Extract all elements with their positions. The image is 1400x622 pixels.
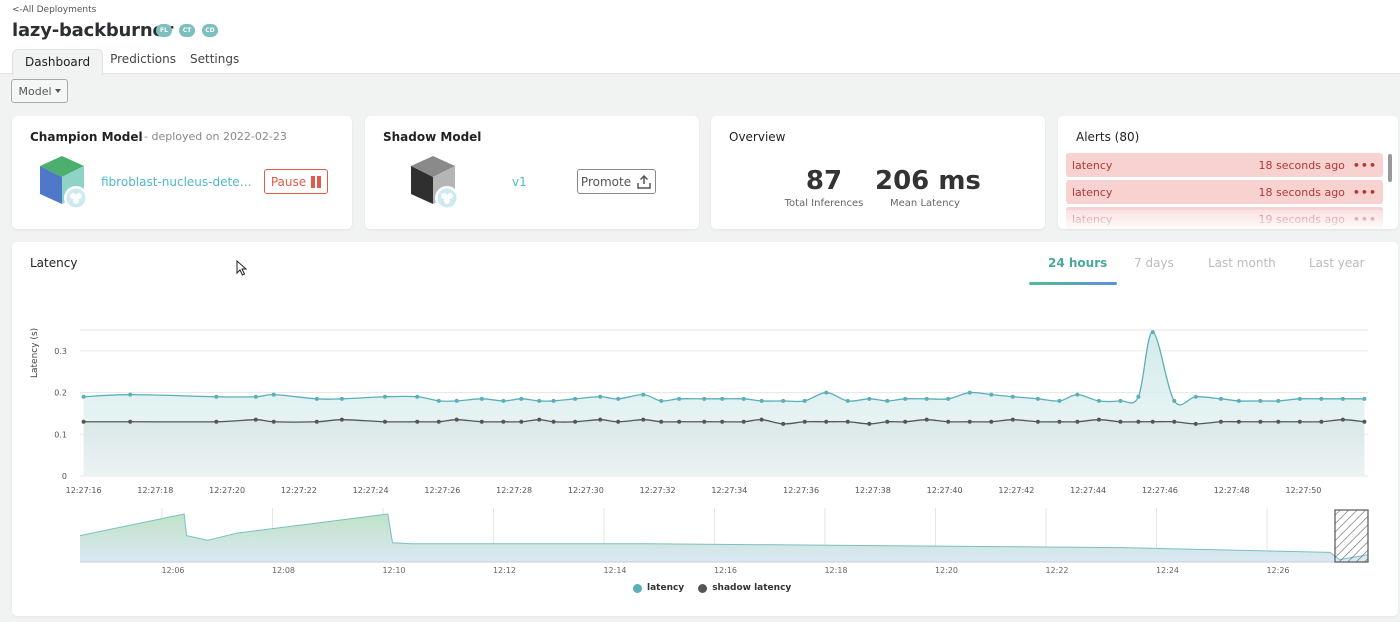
- promote-label: Promote: [580, 174, 632, 189]
- tab-dashboard[interactable]: Dashboard: [12, 49, 104, 75]
- champion-model-title: Champion Model: [30, 130, 143, 144]
- alert-time: 18 seconds ago: [1258, 158, 1345, 172]
- pause-label: Pause: [270, 174, 307, 189]
- overview-card: Overview 87 Total Inferences 206 ms Mean…: [711, 116, 1045, 229]
- shadow-model-card: Shadow Model v1 Promote: [365, 116, 699, 229]
- pause-icon: [311, 175, 322, 188]
- model-dropdown-label: Model: [18, 84, 52, 98]
- more-options-icon[interactable]: •••: [1352, 158, 1377, 172]
- legend-latency-dot: [633, 583, 642, 593]
- total-inferences-value: 87: [805, 166, 843, 196]
- legend-latency[interactable]: latency: [633, 583, 684, 593]
- mouse-pointer-icon: [236, 260, 248, 276]
- alert-item[interactable]: latency 18 seconds ago •••: [1066, 180, 1383, 204]
- model-dropdown[interactable]: Model: [11, 79, 68, 103]
- legend-shadow-label: shadow latency: [712, 583, 792, 593]
- mean-latency-value: 206 ms: [875, 166, 981, 196]
- shadow-version-link[interactable]: v1: [512, 175, 527, 189]
- mean-latency-label: Mean Latency: [890, 198, 960, 209]
- range-tab-24-hours[interactable]: 24 hours: [1048, 256, 1108, 270]
- page-header: <-All Deployments lazy-backburner FL CT …: [0, 0, 1400, 75]
- range-tab-7-days[interactable]: 7 days: [1134, 256, 1174, 270]
- legend-shadow-dot: [698, 583, 708, 593]
- range-tab-last-year[interactable]: Last year: [1309, 256, 1365, 270]
- model-cube-icon: [38, 156, 90, 212]
- more-options-icon[interactable]: •••: [1352, 212, 1377, 226]
- more-options-icon[interactable]: •••: [1352, 185, 1377, 199]
- latency-panel: Latency 24 hours 7 days Last month Last …: [12, 242, 1398, 616]
- chart-legend: latency shadow latency: [633, 583, 791, 593]
- deployment-tabs: Dashboard Predictions Settings: [12, 48, 246, 75]
- alert-type: latency: [1072, 158, 1113, 172]
- y-axis-label: Latency (s): [30, 327, 40, 378]
- shadow-model-cube-icon: [409, 156, 461, 212]
- tab-settings[interactable]: Settings: [189, 52, 240, 66]
- alert-type: latency: [1072, 185, 1113, 199]
- alerts-scrollbar[interactable]: [1388, 154, 1392, 182]
- overview-title: Overview: [729, 130, 786, 144]
- alert-time: 18 seconds ago: [1258, 185, 1345, 199]
- champion-model-card: Champion Model - deployed on 2022-02-23 …: [12, 116, 352, 229]
- alerts-card: Alerts (80) latency 18 seconds ago ••• l…: [1058, 116, 1398, 229]
- range-tab-last-month[interactable]: Last month: [1208, 256, 1276, 270]
- promote-button[interactable]: Promote: [577, 169, 656, 194]
- alerts-title: Alerts (80): [1076, 130, 1140, 144]
- deployment-title: lazy-backburner: [12, 20, 174, 41]
- chevron-down-icon: [54, 89, 61, 93]
- upload-icon: [637, 174, 651, 189]
- deployed-date: - deployed on 2022-02-23: [144, 130, 287, 143]
- legend-latency-label: latency: [647, 583, 685, 593]
- champion-model-link[interactable]: fibroblast-nucleus-detection: [101, 175, 256, 189]
- alert-item[interactable]: latency 19 seconds ago •••: [1066, 207, 1383, 229]
- alert-item[interactable]: latency 18 seconds ago •••: [1066, 153, 1383, 177]
- deployment-badges: FL CT CD: [156, 24, 218, 37]
- total-inferences-stat: 87 Total Inferences: [779, 166, 869, 209]
- active-range-underline: [1029, 282, 1117, 285]
- pause-button[interactable]: Pause: [264, 169, 328, 194]
- badge-fl: FL: [156, 24, 172, 37]
- latency-panel-title: Latency: [30, 256, 78, 270]
- alert-time: 19 seconds ago: [1258, 212, 1345, 226]
- alert-type: latency: [1072, 212, 1113, 226]
- total-inferences-label: Total Inferences: [784, 198, 864, 209]
- legend-shadow-latency[interactable]: shadow latency: [698, 583, 791, 593]
- back-to-deployments-link[interactable]: <-All Deployments: [12, 5, 97, 15]
- badge-cd: CD: [202, 24, 218, 37]
- shadow-model-title: Shadow Model: [383, 130, 482, 144]
- tab-predictions[interactable]: Predictions: [110, 52, 176, 66]
- badge-ct: CT: [179, 24, 195, 37]
- mean-latency-stat: 206 ms Mean Latency: [875, 166, 981, 209]
